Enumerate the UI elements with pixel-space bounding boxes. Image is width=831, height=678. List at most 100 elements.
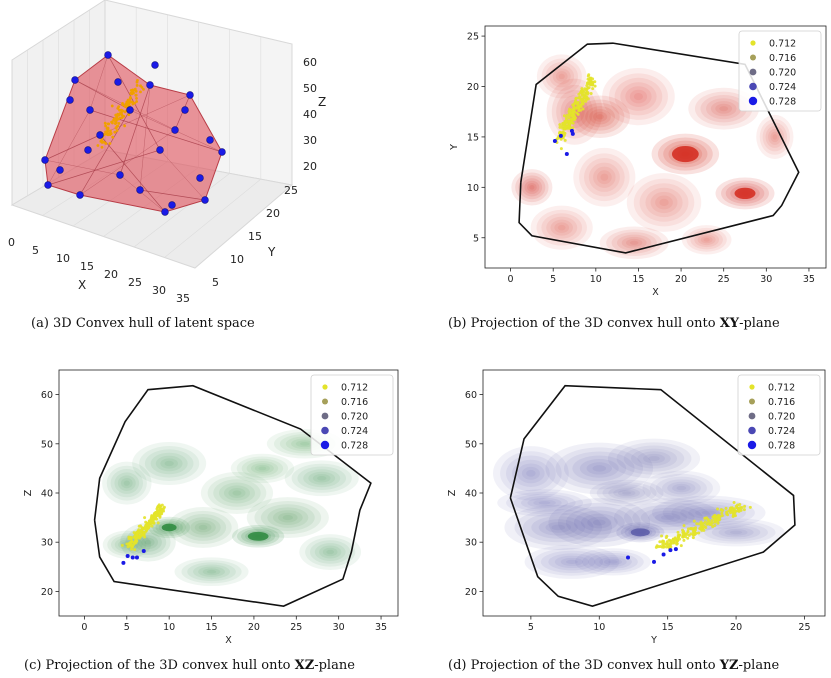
density-blob: [648, 510, 688, 525]
latent-point-3d: [96, 144, 100, 147]
convex-hull-outline: [93, 384, 372, 607]
x-tick-label: 10: [56, 252, 70, 265]
x-tick-label: 20: [675, 274, 687, 285]
density-blob: [106, 465, 147, 501]
density-blob: [181, 560, 242, 584]
latent-point-3d: [118, 108, 121, 112]
density-blob: [701, 510, 716, 515]
latent-point-3d: [117, 121, 121, 125]
latent-point: [679, 544, 683, 548]
density-blob: [545, 442, 654, 495]
y-tick-label: 20: [266, 207, 280, 220]
density-blob: [589, 109, 611, 125]
latent-point-high: [673, 547, 678, 552]
density-blob: [538, 501, 551, 505]
latent-point: [676, 530, 680, 534]
legend-marker: [320, 440, 330, 450]
density-blob: [662, 498, 755, 527]
density-blob: [686, 227, 727, 252]
density-blob: [110, 469, 143, 498]
y-tick-label: 30: [41, 538, 53, 549]
legend-marker: [748, 96, 758, 106]
y-tick-label: 15: [467, 132, 479, 143]
density-blob: [648, 456, 660, 462]
latent-point: [573, 99, 577, 103]
density-blob: [250, 463, 274, 474]
density-blob: [284, 460, 359, 497]
density-blob: [606, 229, 663, 257]
density-blob: [300, 441, 310, 446]
density-blob: [613, 488, 641, 498]
hull-vertex: [201, 196, 209, 204]
density-blob: [144, 539, 152, 545]
hull-vertex: [76, 191, 84, 199]
density-blob: [312, 473, 331, 483]
latent-point-high: [130, 555, 135, 560]
latent-point: [130, 547, 134, 551]
density-blob: [554, 555, 590, 569]
density-blob: [322, 547, 338, 557]
y-axis-label: Y: [449, 144, 460, 151]
latent-point-3d: [100, 145, 104, 149]
latent-point-high: [564, 152, 569, 157]
density-blob: [672, 483, 691, 493]
density-blob: [607, 438, 701, 479]
density-blob: [179, 514, 227, 541]
z-tick-label: 20: [303, 160, 317, 173]
density-blob: [139, 446, 200, 481]
latent-point: [697, 531, 701, 535]
latent-point-3d: [132, 88, 136, 92]
latent-point-3d: [108, 142, 112, 145]
latent-point: [657, 545, 661, 549]
latent-point: [568, 111, 572, 115]
y-axis-label: Z: [447, 489, 458, 496]
latent-point: [158, 514, 162, 518]
latent-point-3d: [110, 104, 114, 108]
latent-point-3d: [109, 129, 112, 133]
latent-point: [733, 509, 737, 513]
latent-point-3d: [104, 142, 108, 145]
latent-point-3d: [123, 104, 127, 108]
density-blob: [558, 73, 565, 80]
density-blob: [620, 82, 657, 111]
density-blob: [518, 175, 546, 200]
density-blob: [575, 99, 625, 134]
x-tick-label: 0: [81, 622, 87, 633]
latent-point-3d: [131, 102, 135, 106]
legend-box: [310, 374, 394, 456]
density-blob: [596, 482, 657, 504]
density-blob: [617, 489, 636, 497]
density-blob: [545, 522, 572, 533]
x-axis-label: Y: [650, 635, 657, 646]
legend-label: 0.728: [341, 441, 368, 452]
density-blob: [681, 225, 732, 255]
density-blob: [602, 67, 675, 126]
latent-point: [134, 539, 138, 543]
x-tick-label: 10: [593, 622, 605, 633]
x-tick-label: 15: [662, 622, 674, 633]
latent-point: [726, 513, 730, 517]
y-tick-label: 40: [465, 489, 477, 500]
density-blob: [696, 521, 776, 544]
latent-point: [120, 543, 124, 547]
density-blob: [579, 153, 630, 202]
hull-vertex: [151, 61, 159, 69]
density-blob: [524, 180, 540, 194]
density-blob: [303, 469, 341, 488]
latent-point-high: [134, 555, 139, 560]
density-blob: [765, 125, 785, 148]
density-blob: [637, 451, 671, 466]
latent-point: [742, 508, 746, 512]
density-blob: [700, 94, 747, 123]
density-blob: [661, 479, 701, 497]
density-blob: [580, 102, 620, 131]
density-blob: [557, 502, 641, 543]
latent-point-3d: [105, 130, 109, 133]
y-tick-label: 40: [41, 489, 53, 500]
density-blob: [526, 469, 536, 477]
latent-point: [569, 117, 573, 121]
latent-point-3d: [124, 102, 128, 106]
latent-point: [563, 138, 567, 142]
density-blob: [697, 234, 716, 246]
density-blob: [592, 111, 608, 122]
